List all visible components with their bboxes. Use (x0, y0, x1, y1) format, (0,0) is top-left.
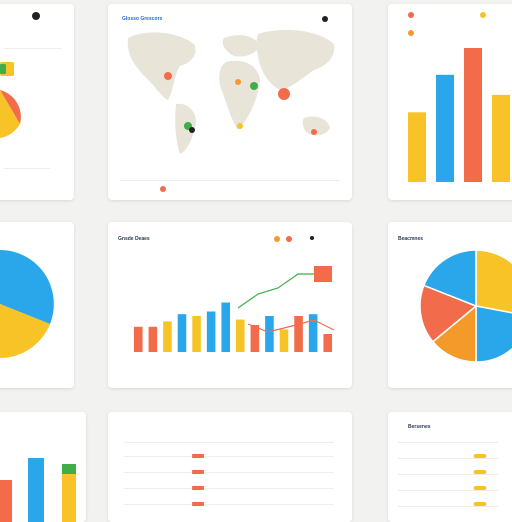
combo-bar (134, 326, 143, 352)
pie-right (419, 249, 512, 363)
pie-slice (475, 305, 512, 363)
card-title: Beacmnes (398, 236, 424, 242)
table-cell-red (192, 470, 204, 474)
combo-bar (177, 314, 187, 352)
list-row-line (398, 490, 498, 491)
list-row-line (398, 506, 498, 507)
card-table (108, 412, 352, 522)
legend-yellow-dot (480, 12, 486, 18)
bar (464, 48, 482, 182)
table-cell-red (192, 486, 204, 490)
table-row-line (124, 472, 334, 473)
card-right-pie: Beacmnes (388, 222, 512, 388)
combo-bar (265, 316, 274, 352)
chart-expand-button[interactable] (314, 266, 332, 282)
list-row-line (398, 458, 498, 459)
legend-dark-dot (310, 236, 314, 240)
combo-bar (308, 314, 318, 352)
card-title: Gnsde Deaes (118, 236, 150, 242)
card-title: Bersenes (408, 424, 431, 430)
bar (408, 112, 426, 182)
card-title: Glosso Grescors (122, 16, 163, 22)
combo-bar (250, 325, 260, 352)
table-row-line (124, 488, 334, 489)
combo-bar (323, 334, 332, 352)
pie-partial (0, 62, 22, 144)
pie-slice (422, 249, 477, 308)
card-lower-chart: Gnsde Deaes (108, 222, 352, 388)
world-map (127, 29, 335, 154)
card-top-left (0, 4, 74, 200)
list-cell-yellow (474, 486, 486, 490)
divider (120, 180, 340, 181)
trend-line-green (237, 273, 314, 309)
list-header-line (398, 442, 498, 443)
combo-chart (134, 273, 335, 352)
legend-red-dot (408, 12, 414, 18)
combo-bar (236, 319, 245, 352)
card-list-right: Bersenes (388, 412, 512, 522)
pie-slice (475, 249, 512, 314)
table-cell-red (192, 502, 204, 506)
card-map: Glosso Grescors (108, 4, 352, 200)
bar (492, 94, 510, 182)
bar (436, 74, 454, 182)
list-row-line (398, 474, 498, 475)
bar-chart-right (408, 48, 510, 182)
combo-bar (163, 321, 172, 352)
list-cell-yellow (474, 502, 486, 506)
legend-orange-dot (408, 30, 414, 36)
divider (4, 168, 50, 169)
legend-red-dot (286, 236, 292, 242)
combo-bar (192, 316, 201, 352)
avatar-icon (32, 12, 40, 20)
table-row-line (124, 456, 334, 457)
pie-left (0, 250, 54, 358)
list-cell-yellow (474, 470, 486, 474)
combo-bar (279, 329, 289, 352)
combo-bar (148, 326, 158, 352)
pie-slice (419, 284, 478, 343)
status-dot-icon (160, 186, 166, 192)
divider (4, 48, 62, 49)
legend-orange-dot (274, 236, 280, 242)
table-row-line (124, 504, 334, 505)
combo-bar (221, 302, 230, 352)
card-bottom-left-bars (0, 412, 86, 522)
card-top-right-bars (388, 4, 512, 200)
trend-line-red (247, 319, 335, 333)
combo-bar (294, 316, 303, 352)
combo-bar (206, 311, 216, 352)
bar-chart-bottom-left (0, 458, 76, 522)
map-menu-icon[interactable] (322, 16, 328, 22)
table-header-line (124, 442, 334, 443)
card-left-pie (0, 222, 74, 388)
table-cell-red (192, 454, 204, 458)
list-cell-yellow (474, 454, 486, 458)
